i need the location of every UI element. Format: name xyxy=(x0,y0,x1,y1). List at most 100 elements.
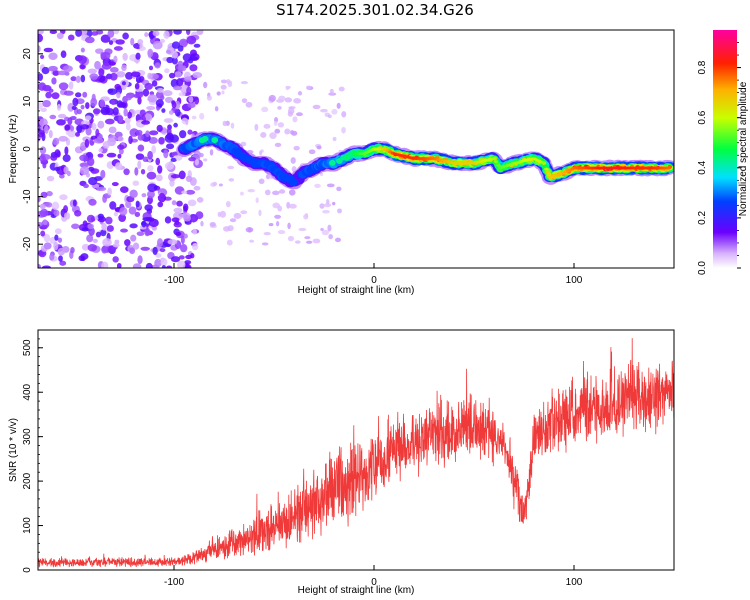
noise-blob xyxy=(154,62,161,69)
noise-blob xyxy=(209,149,214,156)
noise-blob xyxy=(292,116,298,123)
noise-blob xyxy=(334,237,342,243)
noise-blob xyxy=(185,175,193,182)
noise-blob xyxy=(293,98,302,104)
noise-blob xyxy=(184,76,192,82)
noise-blob xyxy=(289,130,295,135)
noise-blob xyxy=(147,94,158,103)
noise-blob xyxy=(112,107,119,116)
noise-blob xyxy=(308,149,316,155)
noise-blob xyxy=(303,214,309,220)
noise-blob xyxy=(222,120,227,127)
y-tick-label: 500 xyxy=(22,339,33,356)
noise-blob xyxy=(97,120,105,129)
noise-blob xyxy=(196,30,204,35)
noise-blob xyxy=(135,129,143,136)
noise-blob xyxy=(95,231,102,238)
noise-blob xyxy=(171,57,178,65)
noise-blob xyxy=(245,227,254,233)
y-tick-label: 10 xyxy=(22,95,33,107)
noise-blob xyxy=(260,149,264,153)
noise-blob xyxy=(83,183,89,189)
noise-blob xyxy=(331,108,338,115)
noise-blob xyxy=(268,94,276,102)
noise-blob xyxy=(54,166,61,171)
noise-blob xyxy=(137,160,142,170)
noise-blob xyxy=(124,95,132,101)
noise-blob xyxy=(187,199,197,207)
noise-blob xyxy=(278,95,286,102)
ridge-mark xyxy=(288,178,298,187)
noise-blob xyxy=(72,199,77,207)
noise-blob xyxy=(169,179,175,187)
noise-blob xyxy=(65,129,72,136)
noise-blob xyxy=(194,96,200,105)
noise-blob xyxy=(86,234,94,243)
noise-blob xyxy=(142,217,153,222)
noise-blob xyxy=(118,114,124,124)
noise-blob xyxy=(91,93,96,102)
noise-blob xyxy=(42,219,48,226)
ridge-core xyxy=(491,157,496,161)
noise-blob xyxy=(316,145,322,150)
noise-blob xyxy=(44,125,49,134)
noise-blob xyxy=(324,203,332,208)
noise-blob xyxy=(134,83,140,90)
noise-blob xyxy=(186,30,191,35)
noise-blob xyxy=(193,43,201,48)
noise-blob xyxy=(79,162,89,168)
noise-blob xyxy=(92,108,101,115)
noise-blob xyxy=(189,64,198,72)
noise-blob xyxy=(129,247,136,255)
noise-blob xyxy=(186,86,192,95)
noise-blob xyxy=(43,233,51,243)
ridge-core xyxy=(546,173,551,177)
noise-blob xyxy=(337,208,342,214)
noise-blob xyxy=(117,102,127,108)
noise-blob xyxy=(137,38,144,45)
noise-blob xyxy=(192,71,203,79)
noise-blob xyxy=(88,177,98,186)
noise-blob xyxy=(165,265,173,268)
noise-blob xyxy=(147,48,154,58)
colorbar-tick-label: 0.0 xyxy=(697,261,708,275)
noise-blob xyxy=(84,115,92,121)
noise-blob xyxy=(185,118,189,126)
noise-blob xyxy=(98,148,103,153)
noise-blob xyxy=(179,244,188,253)
noise-blob xyxy=(341,126,346,134)
y-tick-label: 400 xyxy=(22,383,33,400)
noise-blob xyxy=(137,96,142,105)
noise-blob xyxy=(112,30,120,35)
noise-blob xyxy=(84,138,90,148)
noise-blob xyxy=(135,153,145,160)
noise-blob xyxy=(284,128,291,135)
noise-blob xyxy=(287,222,291,230)
noise-blob xyxy=(38,30,44,35)
noise-blob xyxy=(305,240,313,244)
noise-blob xyxy=(320,108,328,113)
noise-blob xyxy=(81,243,90,251)
noise-blob xyxy=(39,54,45,60)
noise-blob xyxy=(228,178,235,182)
y-tick-label: -10 xyxy=(22,189,33,204)
noise-blob xyxy=(147,72,153,80)
noise-blob xyxy=(226,239,233,246)
noise-blob xyxy=(191,215,196,223)
noise-blob xyxy=(49,30,58,35)
noise-blob xyxy=(132,263,142,268)
noise-blob xyxy=(195,211,204,220)
noise-blob xyxy=(113,211,119,217)
noise-blob xyxy=(46,175,55,182)
noise-blob xyxy=(94,60,101,70)
noise-blob xyxy=(135,52,141,60)
noise-blob xyxy=(151,145,157,154)
noise-blob xyxy=(263,123,271,129)
ridge-mark xyxy=(336,158,343,165)
x-tick-label: -100 xyxy=(164,275,184,286)
noise-blob xyxy=(43,47,54,53)
noise-blob xyxy=(193,185,201,191)
noise-blob xyxy=(56,32,64,40)
noise-blob xyxy=(118,213,127,223)
noise-blob xyxy=(147,150,153,160)
